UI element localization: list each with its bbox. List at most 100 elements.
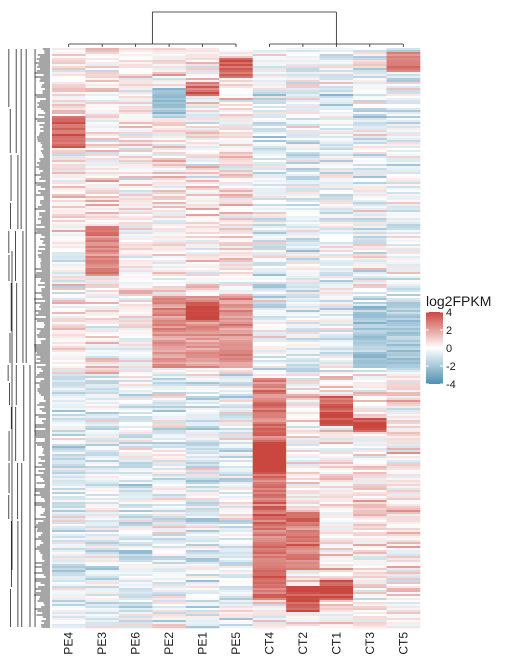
heatmap-cell bbox=[219, 278, 254, 281]
heatmap-cell bbox=[319, 182, 354, 185]
heatmap-cell bbox=[286, 94, 320, 97]
heatmap-cell bbox=[286, 604, 320, 607]
heatmap-cell bbox=[319, 408, 354, 411]
heatmap-cell bbox=[286, 278, 320, 281]
heatmap-cell bbox=[386, 414, 421, 417]
heatmap-cell bbox=[85, 264, 120, 267]
heatmap-cell bbox=[118, 512, 153, 515]
heatmap-cell bbox=[319, 554, 354, 557]
heatmap-cell bbox=[118, 90, 153, 93]
heatmap-cell bbox=[353, 418, 387, 421]
heatmap-cell bbox=[319, 406, 354, 409]
heatmap-cell bbox=[52, 160, 86, 163]
heatmap-cell bbox=[152, 310, 187, 313]
heatmap-cell bbox=[85, 76, 120, 79]
heatmap-cell bbox=[219, 182, 254, 185]
heatmap-cell bbox=[353, 408, 387, 411]
heatmap-cell bbox=[386, 532, 421, 535]
heatmap-cell bbox=[185, 264, 220, 267]
heatmap-cell bbox=[353, 594, 387, 597]
heatmap-cell bbox=[185, 572, 220, 575]
heatmap-cell bbox=[252, 332, 287, 335]
heatmap-cell bbox=[85, 578, 120, 581]
heatmap-cell bbox=[185, 72, 220, 75]
heatmap-cell bbox=[319, 308, 354, 311]
heatmap-cell bbox=[319, 616, 354, 619]
heatmap-cell bbox=[319, 422, 354, 425]
heatmap-cell bbox=[386, 512, 421, 515]
heatmap-cell bbox=[252, 382, 287, 385]
heatmap-cell bbox=[118, 600, 153, 603]
heatmap-cell bbox=[118, 534, 153, 537]
heatmap-cell bbox=[353, 586, 387, 589]
heatmap-cell bbox=[85, 134, 120, 137]
heatmap-cell bbox=[152, 216, 187, 219]
heatmap-cell bbox=[353, 306, 387, 309]
heatmap-cell bbox=[286, 364, 320, 367]
heatmap-cell bbox=[85, 314, 120, 317]
heatmap-cell bbox=[386, 236, 421, 239]
heatmap-cell bbox=[52, 580, 86, 583]
heatmap-cell bbox=[353, 350, 387, 353]
heatmap-cell bbox=[118, 394, 153, 397]
heatmap-cell bbox=[386, 242, 421, 245]
heatmap-cell bbox=[286, 482, 320, 485]
heatmap-cell bbox=[353, 200, 387, 203]
heatmap-cell bbox=[185, 240, 220, 243]
heatmap-cell bbox=[118, 148, 153, 151]
heatmap-cell bbox=[252, 292, 287, 295]
heatmap-cell bbox=[386, 208, 421, 211]
heatmap-cell bbox=[85, 558, 120, 561]
heatmap-cell bbox=[185, 412, 220, 415]
heatmap-cell bbox=[185, 324, 220, 327]
heatmap-cell bbox=[118, 190, 153, 193]
heatmap-cell bbox=[319, 524, 354, 527]
heatmap-cell bbox=[319, 100, 354, 103]
heatmap-cell bbox=[52, 538, 86, 541]
heatmap-cell bbox=[185, 158, 220, 161]
heatmap-cell bbox=[85, 146, 120, 149]
heatmap-cell bbox=[52, 250, 86, 253]
heatmap-cell bbox=[118, 184, 153, 187]
heatmap-cell bbox=[118, 546, 153, 549]
heatmap-cell bbox=[353, 264, 387, 267]
heatmap-cell bbox=[85, 476, 120, 479]
heatmap-cell bbox=[386, 180, 421, 183]
heatmap-cell bbox=[118, 402, 153, 405]
heatmap-cell bbox=[219, 386, 254, 389]
heatmap-cell bbox=[386, 546, 421, 549]
heatmap-cell bbox=[286, 102, 320, 105]
heatmap-cell bbox=[152, 80, 187, 83]
heatmap-cell bbox=[252, 350, 287, 353]
heatmap-cell bbox=[353, 130, 387, 133]
heatmap-cell bbox=[118, 418, 153, 421]
heatmap-cell bbox=[85, 388, 120, 391]
heatmap-cell bbox=[118, 194, 153, 197]
heatmap-cell bbox=[319, 518, 354, 521]
heatmap-cell bbox=[152, 484, 187, 487]
heatmap-cell bbox=[152, 600, 187, 603]
heatmap-cell bbox=[286, 594, 320, 597]
heatmap-cell bbox=[152, 366, 187, 369]
heatmap-cell bbox=[319, 410, 354, 413]
heatmap-cell bbox=[185, 276, 220, 279]
heatmap-cell bbox=[252, 602, 287, 605]
heatmap-cell bbox=[185, 376, 220, 379]
heatmap-cell bbox=[386, 542, 421, 545]
heatmap-cell bbox=[118, 246, 153, 249]
heatmap-cell bbox=[252, 600, 287, 603]
heatmap-cell bbox=[386, 284, 421, 287]
heatmap-cell bbox=[185, 494, 220, 497]
heatmap-cell bbox=[286, 452, 320, 455]
heatmap-cell bbox=[386, 404, 421, 407]
heatmap-cell bbox=[52, 178, 86, 181]
heatmap-cell bbox=[52, 158, 86, 161]
heatmap-cell bbox=[219, 288, 254, 291]
heatmap-cell bbox=[152, 76, 187, 79]
heatmap-cell bbox=[252, 104, 287, 107]
heatmap-cell bbox=[185, 446, 220, 449]
heatmap-cell bbox=[185, 56, 220, 59]
heatmap-cell bbox=[286, 510, 320, 513]
heatmap-cell bbox=[85, 426, 120, 429]
heatmap-cell bbox=[353, 452, 387, 455]
